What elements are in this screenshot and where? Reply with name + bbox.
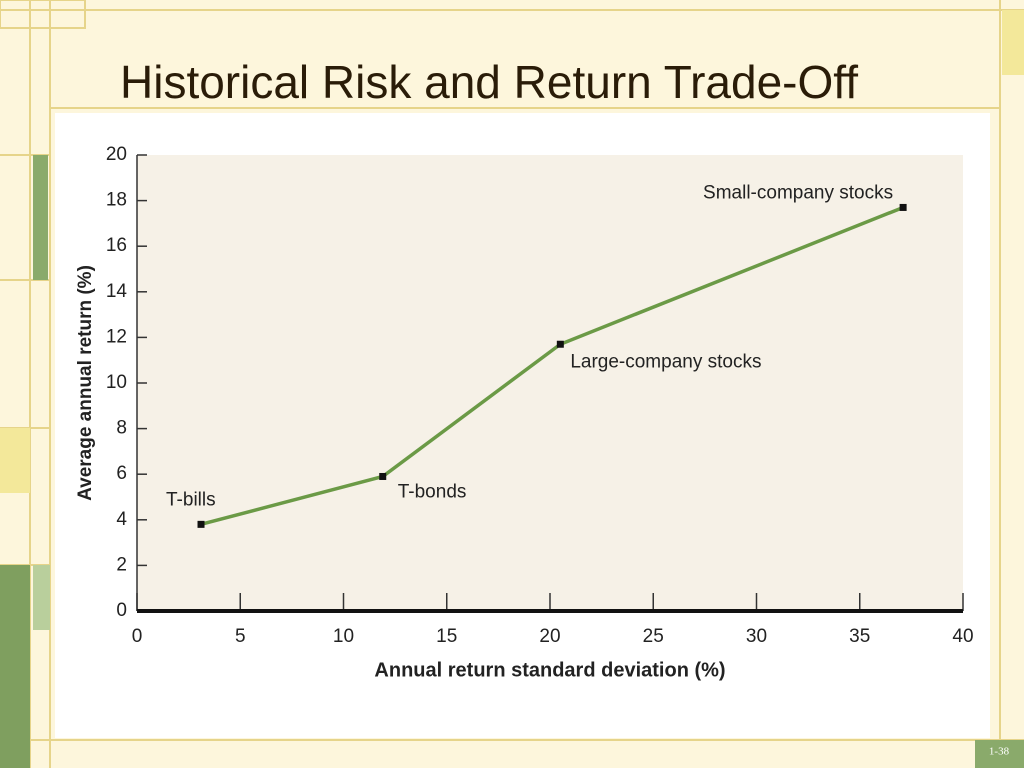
y-tick-label: 18 [106, 190, 127, 211]
x-tick-label: 0 [132, 626, 143, 647]
deco-block [0, 428, 30, 493]
y-tick-label: 16 [106, 235, 127, 256]
y-tick-label: 10 [106, 372, 127, 393]
slide-number: 1-38 [989, 746, 1010, 758]
x-tick-label: 20 [539, 626, 560, 647]
y-tick-label: 2 [116, 554, 127, 575]
point-label: T-bonds [398, 481, 467, 502]
x-tick-label: 30 [746, 626, 767, 647]
x-tick-label: 35 [849, 626, 870, 647]
y-tick-label: 4 [116, 509, 127, 530]
deco-block [975, 740, 1024, 768]
point-label: Large-company stocks [570, 351, 761, 372]
y-tick-label: 14 [106, 281, 128, 302]
data-point [197, 520, 205, 528]
data-point [556, 340, 564, 348]
y-tick-label: 0 [116, 600, 127, 621]
x-tick-label: 15 [436, 626, 457, 647]
deco-block [33, 155, 48, 280]
data-point [379, 472, 387, 480]
y-tick-label: 6 [116, 463, 127, 484]
deco-block [0, 565, 30, 768]
data-point [899, 203, 907, 211]
slide-title: Historical Risk and Return Trade-Off [120, 56, 858, 108]
x-tick-label: 5 [235, 626, 246, 647]
plot-area [137, 155, 963, 611]
x-tick-label: 10 [333, 626, 354, 647]
point-label: T-bills [166, 489, 216, 510]
y-axis-label: Average annual return (%) [75, 265, 96, 501]
point-label: Small-company stocks [703, 182, 893, 203]
y-tick-label: 12 [106, 326, 127, 347]
x-tick-label: 40 [952, 626, 973, 647]
x-axis-label: Annual return standard deviation (%) [374, 659, 725, 681]
y-tick-label: 8 [116, 418, 127, 439]
data-line [200, 205, 904, 527]
deco-block [33, 565, 50, 630]
y-tick-label: 20 [106, 144, 127, 165]
deco-block [1002, 10, 1024, 75]
x-tick-label: 25 [643, 626, 664, 647]
